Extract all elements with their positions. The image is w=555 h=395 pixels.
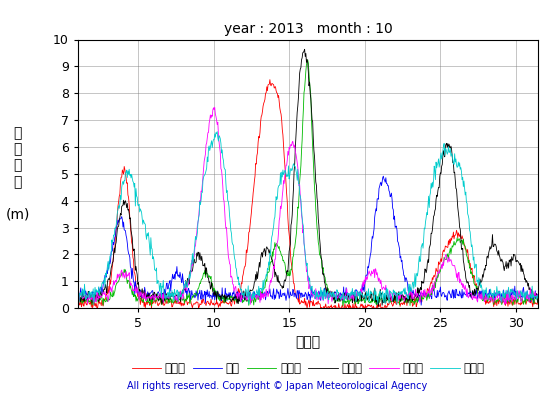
上ノ国 (406, 297, 413, 302)
生月島 (289, 140, 296, 145)
唐桑 (271, 297, 278, 302)
石廀崎 (288, 267, 295, 272)
石廀崎 (406, 292, 413, 297)
石廀崎 (76, 296, 83, 301)
屋久島 (75, 303, 82, 308)
屋久島 (214, 129, 220, 134)
上ノ国 (76, 303, 83, 307)
生月島 (406, 294, 412, 299)
Line: 唐桑: 唐桑 (78, 176, 538, 305)
経ヶ岖 (139, 286, 145, 291)
石廀崎 (535, 301, 542, 306)
唐桑 (74, 301, 81, 306)
屋久島 (272, 205, 279, 209)
唐桑 (417, 293, 423, 298)
Line: 経ヶ岖: 経ヶ岖 (78, 49, 538, 307)
Line: 生月島: 生月島 (78, 107, 538, 305)
唐桑 (76, 294, 83, 299)
生月島 (139, 295, 145, 299)
経ヶ岖 (74, 295, 81, 300)
生月島 (535, 296, 542, 301)
屋久島 (417, 258, 424, 263)
石廀崎 (304, 57, 311, 62)
Text: 有
義
波
高

(m): 有 義 波 高 (m) (6, 126, 30, 221)
屋久島 (77, 291, 83, 296)
唐桑 (139, 296, 145, 301)
唐桑 (380, 174, 387, 179)
生月島 (271, 257, 278, 261)
石廀崎 (74, 303, 81, 308)
経ヶ岖 (76, 294, 83, 299)
生月島 (76, 293, 83, 298)
上ノ国 (266, 77, 273, 82)
屋久島 (406, 290, 413, 295)
生月島 (211, 105, 218, 110)
Text: All rights reserved. Copyright © Japan Meteorological Agency: All rights reserved. Copyright © Japan M… (128, 381, 427, 391)
経ヶ岖 (406, 298, 413, 303)
X-axis label: （日）: （日） (295, 336, 321, 350)
生月島 (417, 301, 423, 305)
屋久島 (139, 222, 146, 227)
Legend: 上ノ国, 唐桑, 石廀崎, 経ヶ岖, 生月島, 屋久島: 上ノ国, 唐桑, 石廀崎, 経ヶ岖, 生月島, 屋久島 (127, 357, 489, 380)
Title: year : 2013   month : 10: year : 2013 month : 10 (224, 22, 392, 36)
石廀崎 (271, 247, 278, 252)
石廀崎 (340, 304, 346, 308)
唐桑 (418, 303, 425, 308)
唐桑 (535, 297, 542, 301)
生月島 (74, 303, 81, 307)
石廀崎 (139, 299, 145, 303)
上ノ国 (535, 301, 542, 305)
唐桑 (288, 293, 295, 298)
経ヶ岖 (417, 285, 424, 290)
経ヶ岖 (288, 220, 295, 225)
上ノ国 (417, 299, 424, 304)
経ヶ岖 (301, 47, 308, 52)
Line: 石廀崎: 石廀崎 (78, 60, 538, 306)
経ヶ岖 (535, 301, 542, 305)
Line: 屋久島: 屋久島 (78, 132, 538, 305)
石廀崎 (417, 293, 424, 297)
Line: 上ノ国: 上ノ国 (78, 80, 538, 308)
上ノ国 (139, 299, 146, 304)
経ヶ岖 (271, 263, 278, 267)
上ノ国 (94, 306, 100, 310)
屋久島 (74, 301, 81, 306)
屋久島 (290, 164, 296, 168)
上ノ国 (272, 85, 279, 89)
唐桑 (406, 286, 412, 290)
経ヶ岖 (375, 304, 382, 309)
屋久島 (535, 292, 542, 297)
上ノ国 (74, 306, 81, 310)
上ノ国 (290, 271, 296, 276)
